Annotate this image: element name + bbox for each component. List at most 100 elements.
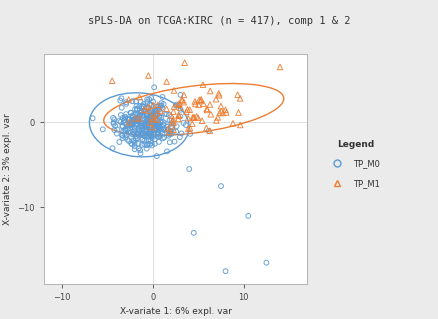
Point [159,126,166,131]
Point [155,124,162,130]
Point [195,97,202,102]
Point [234,110,241,115]
Point [206,102,213,107]
Point [127,110,134,115]
Point [152,113,159,118]
Point [155,127,162,132]
Point [129,117,136,122]
Point [217,183,224,189]
Point [147,114,154,119]
Point [148,114,155,119]
Point [177,131,184,136]
Point [142,111,149,116]
Point [136,116,143,121]
Point [155,121,162,126]
Point [178,98,185,103]
Point [128,122,135,127]
Point [148,115,155,120]
Point [109,78,116,83]
Point [133,122,140,127]
Point [138,121,145,126]
Point [143,121,150,126]
Point [163,149,170,154]
Point [143,129,150,134]
Point [119,129,126,134]
Point [127,141,134,146]
Point [184,107,191,112]
Point [126,123,133,128]
Point [141,133,148,138]
Point [143,118,150,123]
Point [111,123,118,128]
Point [191,99,198,104]
Point [120,118,127,123]
Point [167,121,174,126]
Point [130,118,137,123]
Point [141,121,148,126]
Point [152,118,159,123]
Point [143,97,150,102]
Point [199,101,206,106]
Point [153,111,160,116]
Point [148,108,155,113]
Point [138,123,145,128]
Point [147,130,154,136]
Point [140,101,147,107]
Point [158,100,165,106]
Point [146,102,153,107]
Point [130,131,137,137]
Point [127,110,134,115]
Point [174,102,181,107]
Point [142,125,149,130]
Point [110,128,117,133]
Point [158,128,165,133]
Point [170,104,177,109]
Point [132,116,139,121]
Point [168,131,175,136]
Point [138,132,145,137]
Point [146,119,153,124]
Point [162,112,170,117]
Point [147,124,154,129]
Point [149,99,156,104]
Point [125,120,132,125]
Point [149,115,156,121]
Point [142,109,149,114]
Point [194,115,201,120]
Point [136,148,143,153]
Point [145,105,152,110]
Point [137,122,144,127]
Point [178,97,185,102]
Point [154,102,161,107]
Point [128,132,135,137]
Point [116,139,123,145]
Point [148,133,155,138]
Point [139,115,146,121]
Point [184,116,191,121]
Point [141,117,148,122]
Point [118,132,125,137]
Point [229,121,236,126]
Point [124,124,131,130]
Text: TP_M1: TP_M1 [353,179,379,188]
Point [170,121,177,126]
Point [172,103,179,108]
Point [113,131,120,136]
Point [148,143,155,148]
Point [170,88,177,93]
Point [154,123,161,129]
Point [137,151,144,156]
Point [170,117,177,122]
Point [146,123,153,128]
Point [162,127,170,132]
Point [205,128,212,133]
Point [206,88,213,93]
Point [222,107,229,112]
Point [132,136,139,141]
Point [161,111,168,116]
Point [219,110,226,115]
Point [152,108,159,114]
Point [110,117,117,122]
Point [113,127,120,132]
Point [154,131,161,136]
